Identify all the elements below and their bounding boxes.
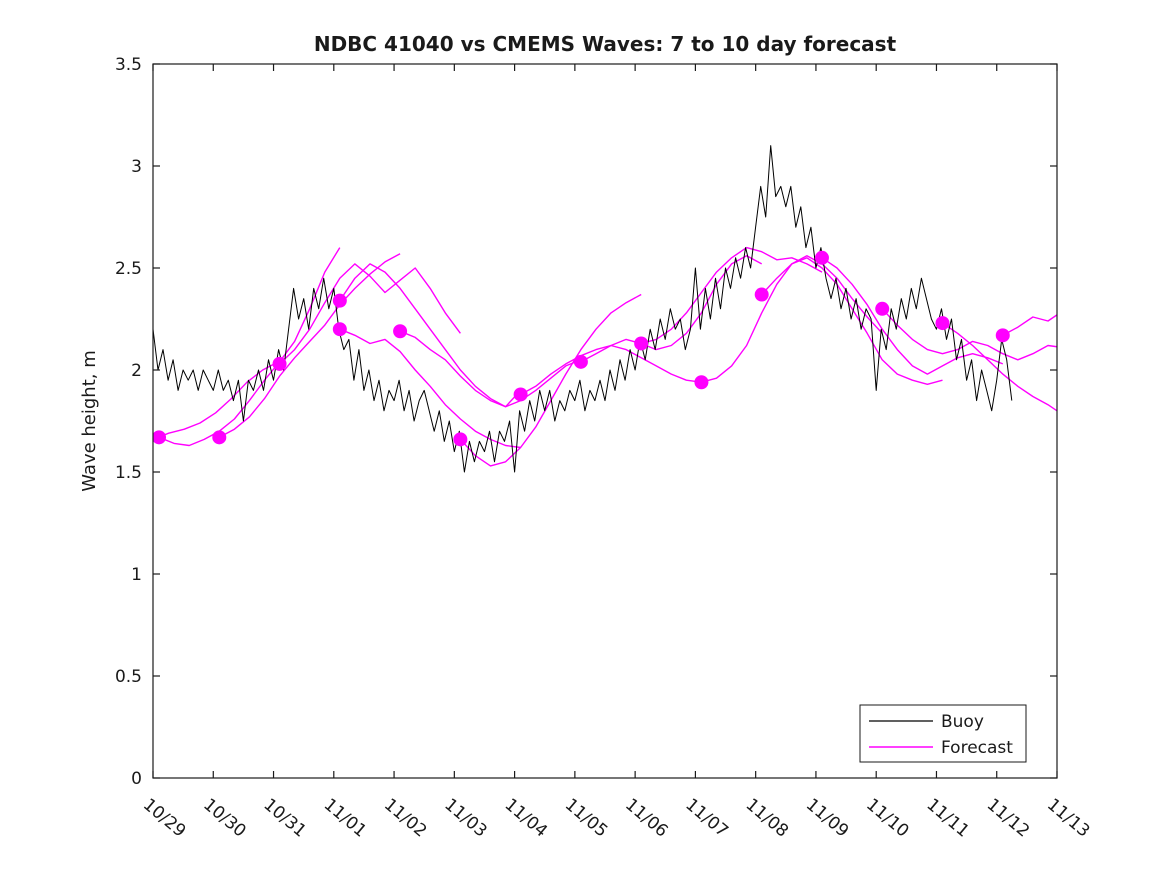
y-tick-label: 2 <box>131 361 142 381</box>
y-tick-label: 3 <box>131 157 142 177</box>
x-tick-label: 11/02 <box>380 795 430 842</box>
y-tick-label: 0.5 <box>115 667 142 687</box>
legend-box <box>859 704 1027 763</box>
x-tick-label: 11/08 <box>742 795 792 842</box>
forecast-marker <box>332 293 347 308</box>
x-tick-label: 10/31 <box>260 795 310 842</box>
x-tick-label: 11/11 <box>922 795 972 842</box>
data-line <box>942 322 1057 412</box>
data-line <box>821 257 1004 375</box>
forecast-marker <box>453 432 468 447</box>
data-line <box>881 308 1057 361</box>
x-tick-label: 11/13 <box>1043 795 1093 842</box>
legend: Buoy Forecast <box>859 704 1027 763</box>
data-line <box>218 253 401 438</box>
x-tick-label: 10/29 <box>139 795 189 842</box>
data-line <box>761 257 943 385</box>
legend-buoy-label: Buoy <box>941 712 984 732</box>
data-line <box>641 246 823 345</box>
x-tick-label: 11/10 <box>862 795 912 842</box>
y-tick-label: 1.5 <box>115 463 142 483</box>
chart-title: NDBC 41040 vs CMEMS Waves: 7 to 10 day f… <box>314 32 897 56</box>
x-tick-label: 11/07 <box>681 795 731 842</box>
x-tick-label: 11/01 <box>320 795 370 842</box>
forecast-marker <box>814 250 829 265</box>
plot-area <box>153 64 1057 778</box>
forecast-marker <box>995 328 1010 343</box>
data-line <box>459 293 642 467</box>
forecast-marker <box>332 322 347 337</box>
x-tick-label: 11/09 <box>802 795 852 842</box>
axes-box <box>152 63 1058 779</box>
data-line <box>1002 314 1057 336</box>
forecast-marker <box>573 354 588 369</box>
x-tick-label: 11/04 <box>501 795 551 842</box>
data-line <box>580 255 763 363</box>
data-line <box>399 330 582 408</box>
x-tick-label: 11/03 <box>440 795 490 842</box>
forecast-line-series <box>153 246 1057 467</box>
forecast-markers <box>153 250 1010 447</box>
data-line <box>279 263 461 365</box>
forecast-marker <box>153 430 167 445</box>
forecast-marker <box>694 375 709 390</box>
x-tick-label: 11/06 <box>621 795 671 842</box>
data-line <box>339 263 522 408</box>
forecast-marker <box>393 324 408 339</box>
forecast-marker <box>935 316 950 331</box>
y-tick-label: 0 <box>131 769 142 789</box>
data-line <box>153 145 1013 473</box>
x-tick-label: 11/12 <box>983 795 1033 842</box>
forecast-marker <box>212 430 227 445</box>
forecast-marker <box>513 387 528 402</box>
x-tick-label: 11/05 <box>561 795 611 842</box>
forecast-marker <box>754 287 769 302</box>
x-tick-label: 10/30 <box>199 795 249 842</box>
forecast-marker <box>272 356 287 371</box>
y-tick-label: 3.5 <box>115 55 142 75</box>
data-line <box>158 247 341 447</box>
y-axis-label: Wave height, m <box>79 350 100 491</box>
y-tick-label: 2.5 <box>115 259 142 279</box>
forecast-marker <box>634 336 649 351</box>
forecast-marker <box>875 301 890 316</box>
y-tick-label: 1 <box>131 565 142 585</box>
legend-forecast-label: Forecast <box>941 738 1013 758</box>
buoy-line-series <box>153 145 1013 473</box>
